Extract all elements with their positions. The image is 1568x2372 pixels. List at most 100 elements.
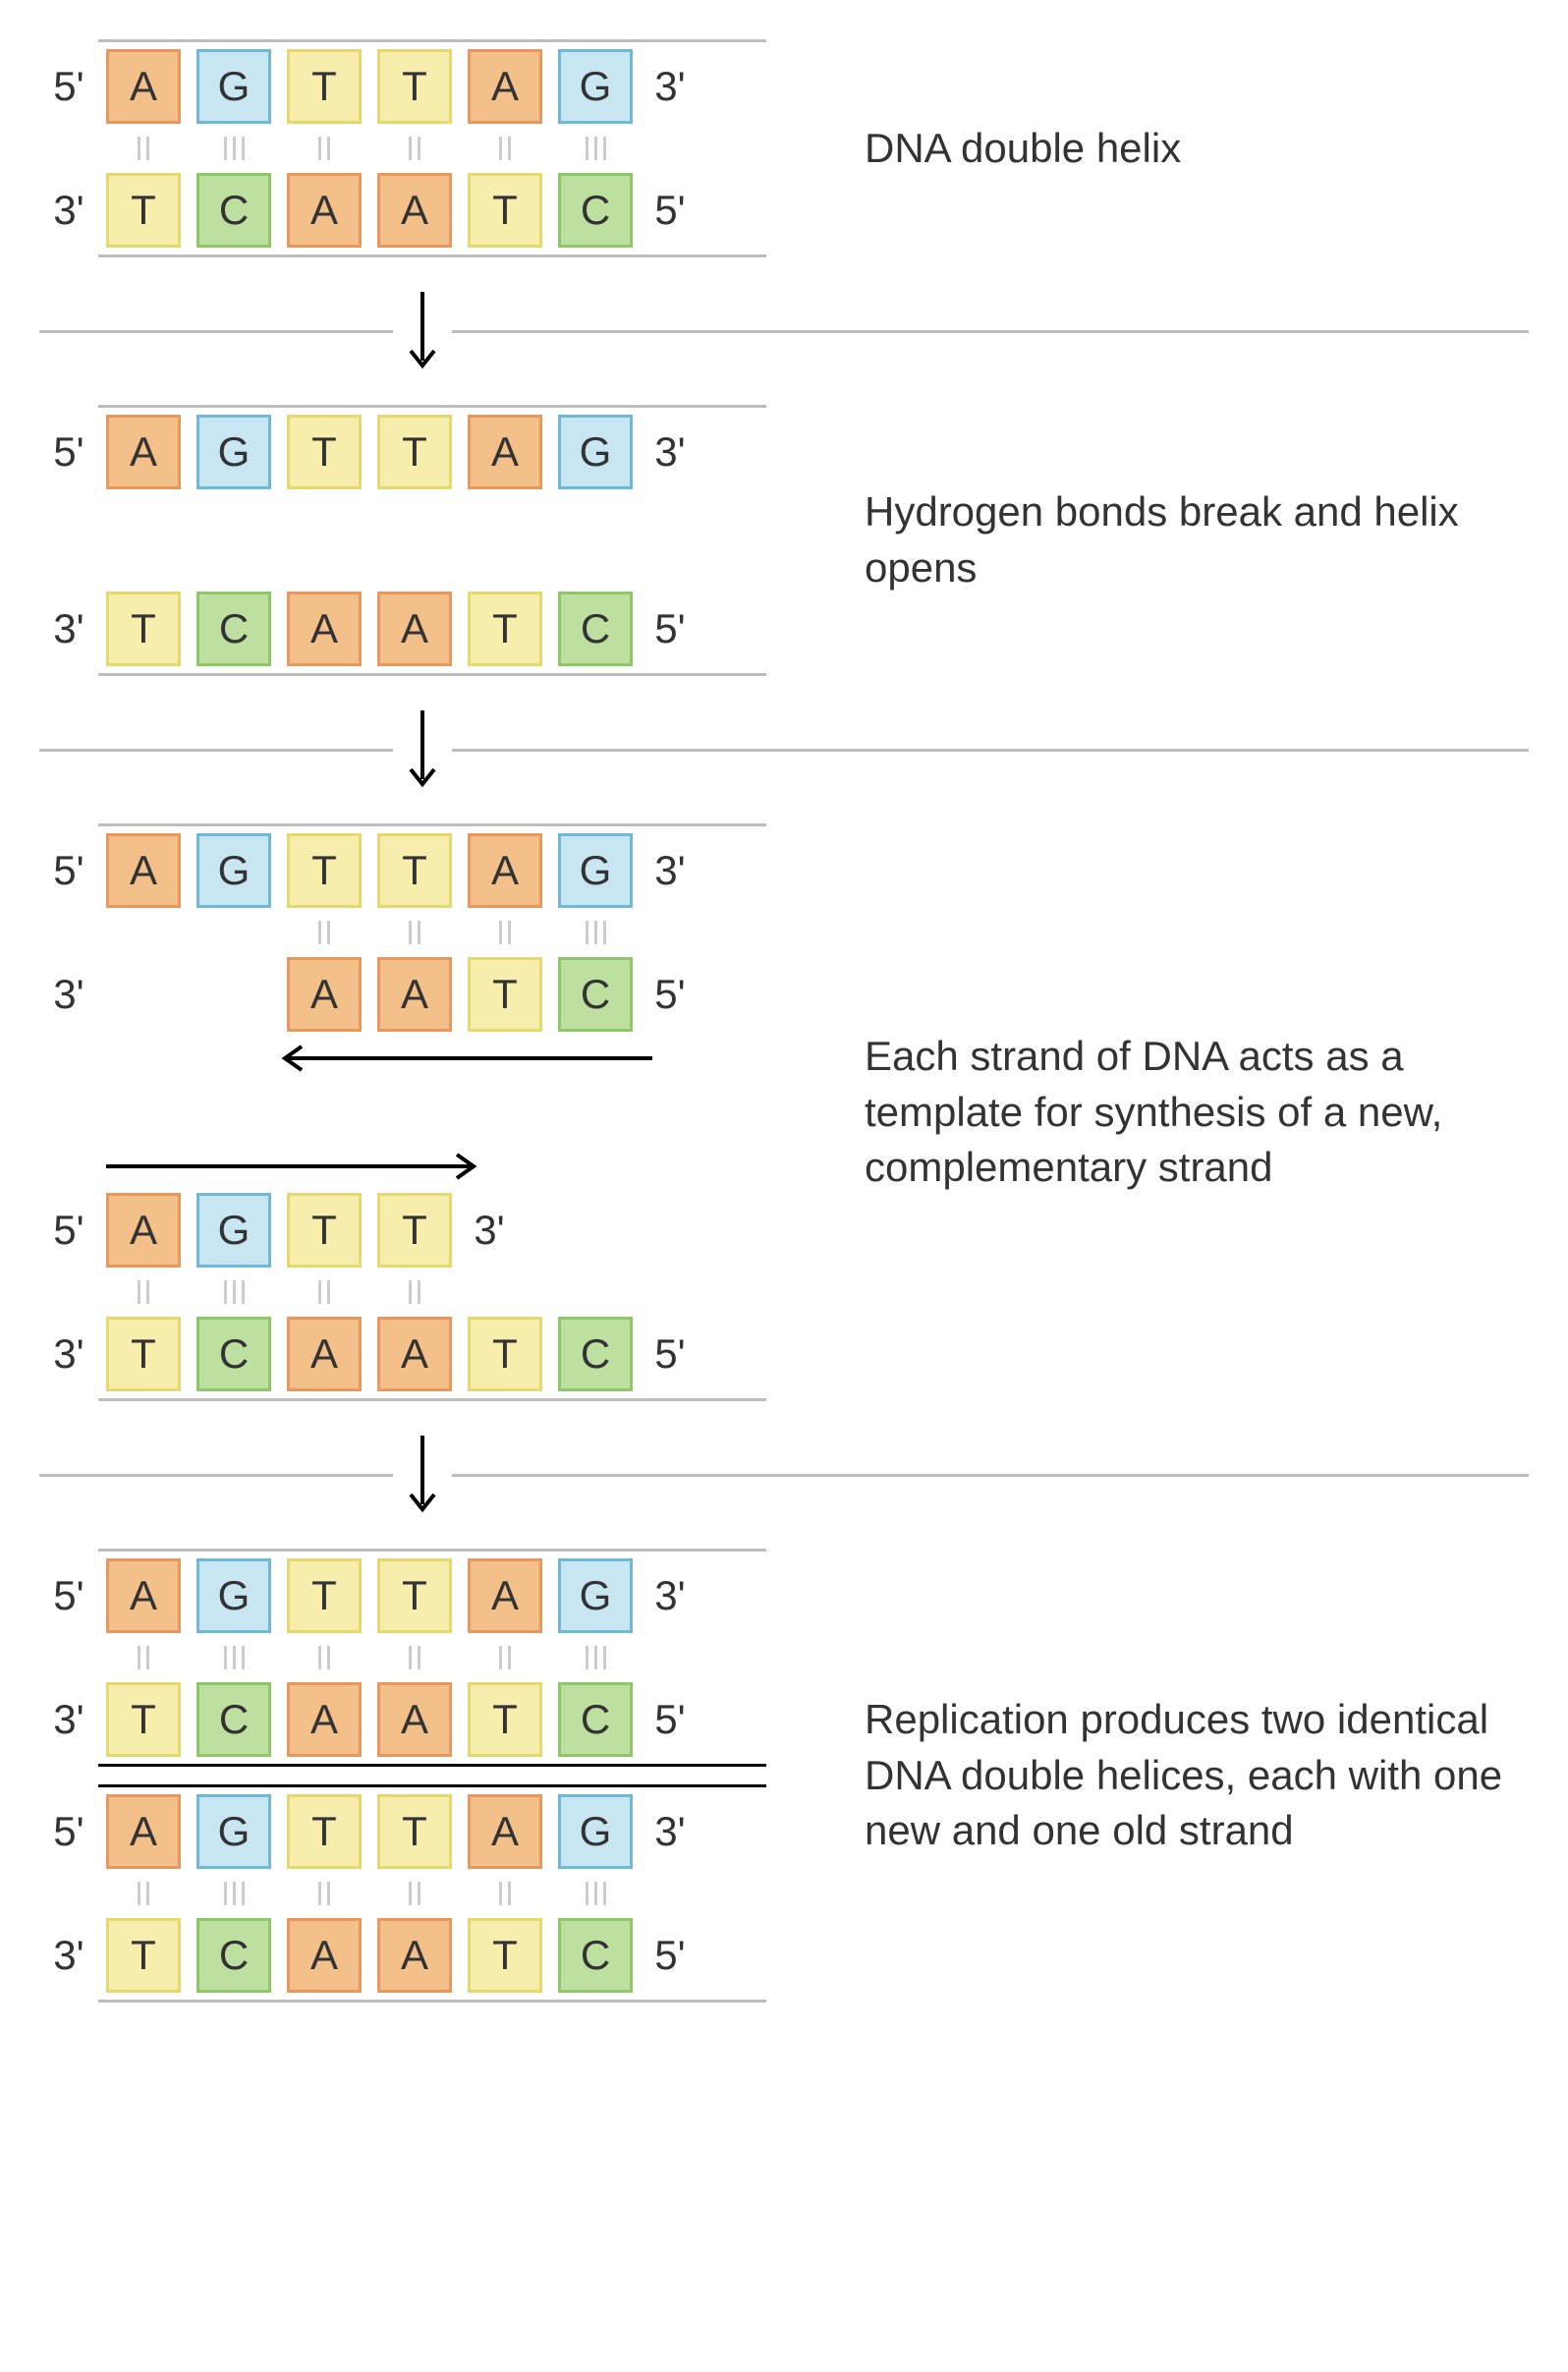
base-c: C: [558, 1317, 633, 1391]
end-label: 3': [460, 1207, 519, 1254]
hydrogen-bonds: [106, 1274, 825, 1310]
base-a: A: [287, 1317, 362, 1391]
base-a: A: [377, 1317, 452, 1391]
base-a: A: [377, 1918, 452, 1993]
base-t: T: [287, 49, 362, 124]
end-label: 5': [39, 1207, 98, 1254]
base-a: A: [287, 173, 362, 248]
base-g: G: [196, 1794, 271, 1869]
base-t: T: [287, 1794, 362, 1869]
backbone-line: [98, 2000, 766, 2003]
dna-strand: 5'AGTTAG3': [39, 1552, 825, 1640]
base-a: A: [377, 592, 452, 666]
end-label: 3': [39, 1696, 98, 1743]
base-a: A: [106, 833, 181, 908]
end-label: 3': [641, 428, 700, 476]
base-c: C: [558, 173, 633, 248]
base-a: A: [468, 1558, 542, 1633]
base-g: G: [558, 1794, 633, 1869]
backbone-line: [98, 254, 766, 257]
replication-stage: 5'AGTTAG3'3'TCAATC5'Hydrogen bonds break…: [39, 405, 1529, 676]
base-t: T: [106, 592, 181, 666]
end-label: 5': [39, 1808, 98, 1855]
dna-strand: 5'AGTTAG3': [39, 408, 825, 496]
synthesis-arrow-right: [39, 1147, 825, 1186]
dna-strand: 3'TCAATC5': [39, 1310, 825, 1398]
end-label: 5': [39, 847, 98, 894]
end-label: 5': [641, 1330, 700, 1378]
base-a: A: [468, 1794, 542, 1869]
base-t: T: [468, 173, 542, 248]
hydrogen-bonds: [106, 131, 825, 166]
dna-strand: 5'AGTTAG3': [39, 826, 825, 915]
end-label: 3': [39, 1330, 98, 1378]
dna-strand: 3'TCAATC5': [39, 1675, 825, 1764]
base-t: T: [287, 1558, 362, 1633]
stage-divider: [39, 1431, 1529, 1519]
dna-strand: 5'AGTT3': [39, 1186, 825, 1274]
base-g: G: [196, 49, 271, 124]
base-t: T: [106, 1682, 181, 1757]
base-a: A: [106, 1558, 181, 1633]
base-t: T: [377, 833, 452, 908]
down-arrow-icon: [393, 287, 452, 375]
base-c: C: [196, 1317, 271, 1391]
base-t: T: [287, 833, 362, 908]
stage-divider: [39, 706, 1529, 794]
base-g: G: [196, 1558, 271, 1633]
base-a: A: [106, 415, 181, 489]
base-t: T: [377, 415, 452, 489]
hydrogen-bonds: [106, 1640, 825, 1675]
base-t: T: [106, 1918, 181, 1993]
base-a: A: [468, 49, 542, 124]
base-t: T: [377, 1558, 452, 1633]
base-g: G: [558, 833, 633, 908]
base-c: C: [558, 592, 633, 666]
base-g: G: [558, 49, 633, 124]
base-t: T: [468, 957, 542, 1032]
base-c: C: [558, 957, 633, 1032]
end-label: 3': [641, 63, 700, 110]
down-arrow-icon: [393, 1431, 452, 1519]
base-t: T: [468, 1918, 542, 1993]
backbone-line: [98, 1398, 766, 1401]
stage-caption: Hydrogen bonds break and helix opens: [825, 484, 1529, 595]
end-label: 5': [39, 428, 98, 476]
base-a: A: [468, 415, 542, 489]
base-a: A: [287, 957, 362, 1032]
dna-strand: 5'AGTTAG3': [39, 1787, 825, 1876]
base-t: T: [377, 1794, 452, 1869]
end-label: 5': [39, 1572, 98, 1619]
base-t: T: [377, 1193, 452, 1268]
base-a: A: [106, 1193, 181, 1268]
dna-strand: 3'TCAATC5': [39, 585, 825, 673]
replication-stage: 5'AGTTAG3'3'TCAATC5'5'AGTTAG3'3'TCAATC5'…: [39, 1549, 1529, 2003]
base-g: G: [196, 415, 271, 489]
base-a: A: [287, 1918, 362, 1993]
base-a: A: [377, 173, 452, 248]
end-label: 3': [641, 847, 700, 894]
base-g: G: [196, 1193, 271, 1268]
base-c: C: [196, 592, 271, 666]
end-label: 5': [641, 971, 700, 1018]
base-a: A: [106, 49, 181, 124]
base-a: A: [377, 1682, 452, 1757]
base-a: A: [287, 592, 362, 666]
base-a: A: [287, 1682, 362, 1757]
base-c: C: [196, 173, 271, 248]
base-t: T: [468, 1682, 542, 1757]
stage-caption: DNA double helix: [825, 121, 1529, 177]
stage-caption: Each strand of DNA acts as a template fo…: [825, 1029, 1529, 1196]
stage-caption: Replication produces two identical DNA d…: [825, 1692, 1529, 1859]
base-t: T: [377, 49, 452, 124]
hydrogen-bonds: [106, 915, 825, 950]
synthesis-arrow-left: [39, 1039, 825, 1078]
base-t: T: [287, 1193, 362, 1268]
replication-stage: 5'AGTTAG3'3'AATC5'5'AGTT3'3'TCAATC5'Each…: [39, 823, 1529, 1401]
end-label: 5': [641, 605, 700, 652]
end-label: 3': [39, 971, 98, 1018]
base-g: G: [196, 833, 271, 908]
end-label: 5': [641, 1932, 700, 1979]
backbone-line: [98, 673, 766, 676]
dna-strand: 3'TCAATC5': [39, 1911, 825, 2000]
